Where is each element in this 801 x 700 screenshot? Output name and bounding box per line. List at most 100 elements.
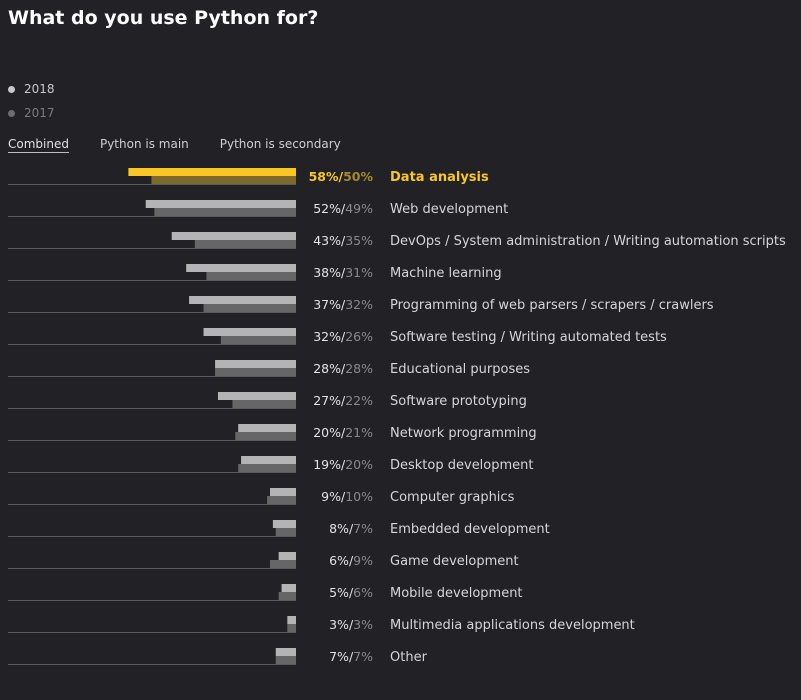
bar-row[interactable]: 28%/28% Educational purposes [8,360,530,377]
category-label: Software testing / Writing automated tes… [390,330,667,345]
value-label: 7%/7% [329,649,373,664]
bar-2018 [171,232,296,240]
value-label: 3%/3% [329,617,373,632]
value-label: 37%/32% [313,297,373,312]
bar-2017 [278,592,296,600]
tab-python-is-main[interactable]: Python is main [99,137,189,151]
value-label: 27%/22% [313,393,373,408]
value-2017: 49% [345,201,373,216]
bar-2018 [281,584,296,592]
category-label: Game development [390,554,519,569]
value-2018: 7%/ [329,649,354,664]
value-2018: 27%/ [313,393,346,408]
bar-row[interactable]: 43%/35% DevOps / System administration / … [8,232,786,249]
category-label: DevOps / System administration / Writing… [390,234,786,249]
bar-row[interactable]: 27%/22% Software prototyping [8,392,527,409]
tab-python-is-secondary[interactable]: Python is secondary [219,137,341,151]
bar-row[interactable]: 7%/7% Other [8,648,428,665]
bar-2017 [235,432,296,440]
value-2017: 32% [345,297,373,312]
bar-2018 [215,360,296,368]
bar-2018 [275,648,296,656]
value-label: 58%/50% [309,169,374,184]
value-label: 5%/6% [329,585,373,600]
category-label: Computer graphics [390,490,515,505]
bar-2017 [269,560,296,568]
bar-2018 [128,168,296,176]
bar-2018 [241,456,296,464]
bar-2017 [154,208,296,216]
category-label: Software prototyping [390,394,527,409]
bar-2018 [189,296,296,304]
bar-row[interactable]: 37%/32% Programming of web parsers / scra… [8,296,714,313]
bar-row[interactable]: 5%/6% Mobile development [8,584,523,601]
bar-2017 [194,240,296,248]
category-label: Network programming [390,426,537,441]
tab-combined[interactable]: Combined [8,137,69,153]
category-label: Web development [390,202,508,217]
value-2018: 5%/ [329,585,354,600]
bar-2017 [238,464,296,472]
bar-2017 [203,304,296,312]
bar-2017 [275,528,296,536]
bar-2018 [145,200,296,208]
value-label: 52%/49% [313,201,373,216]
value-2017: 50% [343,169,373,184]
value-2018: 28%/ [313,361,346,376]
bar-row[interactable]: 20%/21% Network programming [8,424,537,441]
bar-row[interactable]: 3%/3% Multimedia applications development [8,616,635,633]
value-2018: 9%/ [321,489,346,504]
value-2018: 58%/ [309,169,344,184]
value-label: 19%/20% [313,457,373,472]
bar-2017 [287,624,296,632]
bar-2017 [220,336,296,344]
value-2018: 6%/ [329,553,354,568]
bar-2017 [267,496,296,504]
bar-2018 [203,328,296,336]
category-label: Other [390,650,428,665]
chart-title: What do you use Python for? [8,7,319,29]
bar-row[interactable]: 19%/20% Desktop development [8,456,534,473]
bar-row[interactable]: 52%/49% Web development [8,200,508,217]
bar-2017 [275,656,296,664]
value-2017: 10% [345,489,373,504]
bar-2018 [238,424,296,432]
bar-row[interactable]: 58%/50% Data analysis [8,168,489,185]
legend-item-2018[interactable]: 2018 [8,80,55,98]
value-2017: 22% [345,393,373,408]
bar-2017 [151,176,296,184]
bar-row[interactable]: 32%/26% Software testing / Writing automa… [8,328,667,345]
value-label: 20%/21% [313,425,373,440]
bar-row[interactable]: 38%/31% Machine learning [8,264,502,281]
value-2018: 38%/ [313,265,346,280]
bar-2018 [217,392,296,400]
value-label: 9%/10% [321,489,373,504]
bar-2018 [186,264,296,272]
legend-dot-2017-icon [8,109,15,117]
value-label: 28%/28% [313,361,373,376]
value-2017: 26% [345,329,373,344]
bar-row[interactable]: 6%/9% Game development [8,552,519,569]
value-2018: 32%/ [313,329,346,344]
value-2018: 37%/ [313,297,346,312]
bar-2018 [287,616,296,624]
bar-row[interactable]: 8%/7% Embedded development [8,520,550,537]
bar-row[interactable]: 9%/10% Computer graphics [8,488,515,505]
value-2017: 7% [353,521,373,536]
value-2017: 28% [345,361,373,376]
legend-label-2018: 2018 [24,82,55,96]
value-2018: 52%/ [313,201,346,216]
value-2017: 6% [353,585,373,600]
legend-item-2017[interactable]: 2017 [8,104,55,122]
value-2018: 3%/ [329,617,354,632]
value-label: 32%/26% [313,329,373,344]
value-2017: 21% [345,425,373,440]
legend-label-2017: 2017 [24,106,55,120]
bar-2017 [215,368,296,376]
value-2017: 3% [353,617,373,632]
category-label: Machine learning [390,266,502,281]
legend-dot-2018-icon [8,85,15,93]
value-2018: 8%/ [329,521,354,536]
category-label: Embedded development [390,522,550,537]
bar-2018 [269,488,296,496]
